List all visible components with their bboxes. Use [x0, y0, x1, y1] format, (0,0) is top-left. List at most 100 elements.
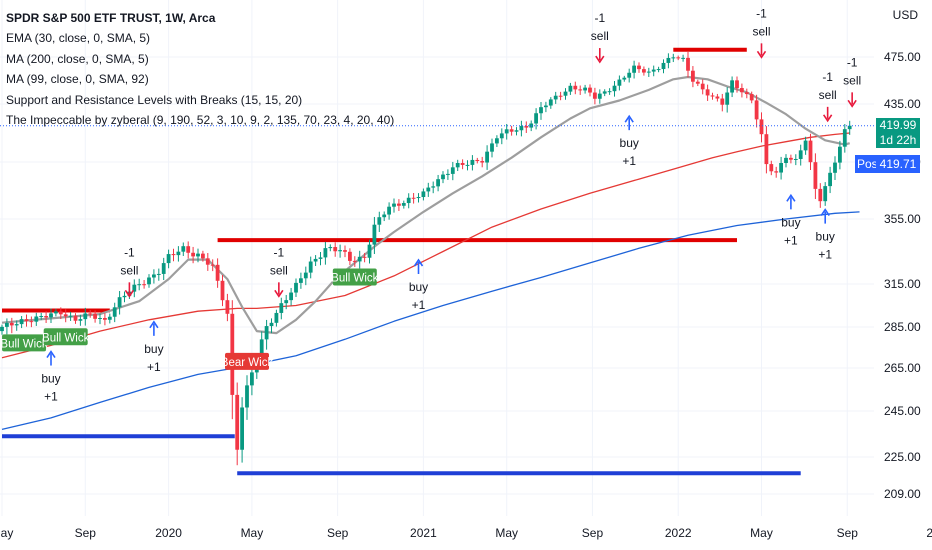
signals: -1 sell buy +1 buy +1 -1 sell buy +1 -1 sell buy +1 -1…: [0, 6, 861, 403]
indicator-support-resistance[interactable]: Support and Resistance Levels with Break…: [6, 92, 303, 107]
candle-body: [313, 258, 318, 262]
candle-body: [544, 105, 548, 108]
candle-body: [612, 85, 617, 92]
time-tick-label: Sep: [582, 526, 604, 540]
candle-body: [411, 197, 416, 199]
chart-title[interactable]: SPDR S&P 500 ETF TRUST, 1W, Arca: [6, 11, 216, 25]
sell-score: -1: [274, 245, 285, 259]
buy-label: buy: [41, 372, 60, 386]
indicator-ma99[interactable]: MA (99, close, 0, SMA, 92): [6, 72, 149, 87]
candle-body: [24, 319, 29, 322]
candle-body: [73, 315, 78, 321]
candle-body: [480, 161, 485, 163]
candle-body: [186, 246, 191, 253]
candle-body: [49, 313, 53, 318]
candle-body: [259, 339, 264, 360]
candle-body: [725, 92, 730, 105]
buy-arrowhead: [149, 320, 159, 329]
buy-score: +1: [412, 298, 426, 312]
sell-score: -1: [756, 6, 767, 20]
candle-body: [83, 313, 88, 320]
sell-label: sell: [752, 24, 770, 38]
candle-body: [666, 57, 671, 63]
candle-body: [681, 57, 685, 59]
sell-score: -1: [124, 245, 135, 259]
candle-body: [436, 179, 440, 187]
candle-body: [597, 93, 602, 99]
candle-body: [730, 80, 734, 93]
candle-body: [642, 69, 646, 73]
candle-body: [284, 300, 289, 304]
indicator-ma200[interactable]: MA (200, close, 0, SMA, 5): [6, 51, 149, 66]
buy-label: buy: [781, 215, 800, 229]
candle-body: [240, 407, 244, 450]
time-tick-label: May: [0, 526, 13, 540]
candle-body: [803, 140, 808, 151]
candle-body: [245, 385, 249, 408]
candle-body: [357, 256, 362, 262]
candle-body: [0, 326, 4, 332]
time-axis[interactable]: May Sep 2020 May Sep 2021 May Sep 2022 May Sep 20: [0, 526, 932, 540]
candle-body: [132, 284, 137, 292]
indicator-ema[interactable]: EMA (30, close, 0, SMA, 5): [6, 31, 151, 46]
time-tick-label: 2020: [155, 526, 182, 540]
buy-score: +1: [818, 248, 832, 262]
candle-body: [274, 312, 279, 323]
candle-body: [205, 258, 210, 265]
candle-body: [328, 247, 333, 249]
candle-body: [632, 65, 636, 73]
candle-body: [455, 163, 460, 168]
candle-body: [509, 129, 514, 132]
candle-body: [573, 85, 578, 90]
candle-body: [382, 214, 387, 218]
candle-body: [39, 316, 44, 318]
candle-body: [637, 65, 641, 70]
candles: [0, 51, 852, 466]
candle-body: [823, 186, 828, 202]
buy-score: +1: [784, 233, 798, 247]
bear-wick-tag: [225, 352, 269, 370]
candle-body: [14, 324, 19, 326]
bull-wick-label: Bull Wick: [0, 338, 48, 350]
candle-body: [847, 125, 852, 130]
candle-body: [196, 253, 200, 257]
bull-wick-label: Bull Wick: [42, 332, 90, 344]
candle-body: [646, 71, 651, 73]
candle-body: [495, 138, 499, 144]
candle-body: [426, 187, 431, 192]
candle-body: [460, 163, 465, 165]
currency-label: USD: [892, 8, 918, 22]
candle-body: [534, 113, 538, 124]
candle-body: [397, 203, 401, 206]
sell-arrowhead: [847, 99, 857, 108]
candle-body: [789, 157, 793, 160]
candle-body: [171, 254, 176, 256]
bull-wick-tag: [43, 328, 88, 346]
buy-score: +1: [147, 360, 161, 374]
time-tick-label: Sep: [327, 526, 349, 540]
candle-body: [303, 272, 308, 279]
buy-arrowhead: [624, 114, 634, 123]
candle-body: [166, 254, 171, 264]
candle-body: [548, 99, 553, 106]
candle-body: [568, 85, 573, 92]
candle-body: [421, 191, 426, 198]
candle-body: [769, 164, 774, 172]
candle-body: [475, 159, 480, 162]
candle-body: [740, 88, 744, 93]
candle-body: [656, 69, 661, 71]
candle-body: [622, 77, 627, 80]
candle-body: [392, 203, 396, 207]
candle-body: [63, 314, 68, 317]
candle-body: [774, 171, 779, 173]
candle-body: [191, 252, 195, 257]
candle-body: [588, 87, 592, 93]
indicator-impeccable[interactable]: The Impeccable by zyberal (9, 190, 52, 3…: [6, 113, 395, 128]
sell-arrowhead: [124, 289, 135, 298]
bull-wick-label: Bull Wick: [331, 273, 379, 285]
candle-body: [103, 318, 107, 320]
candle-body: [490, 143, 494, 152]
candle-body: [34, 316, 39, 322]
candle-body: [294, 282, 298, 293]
